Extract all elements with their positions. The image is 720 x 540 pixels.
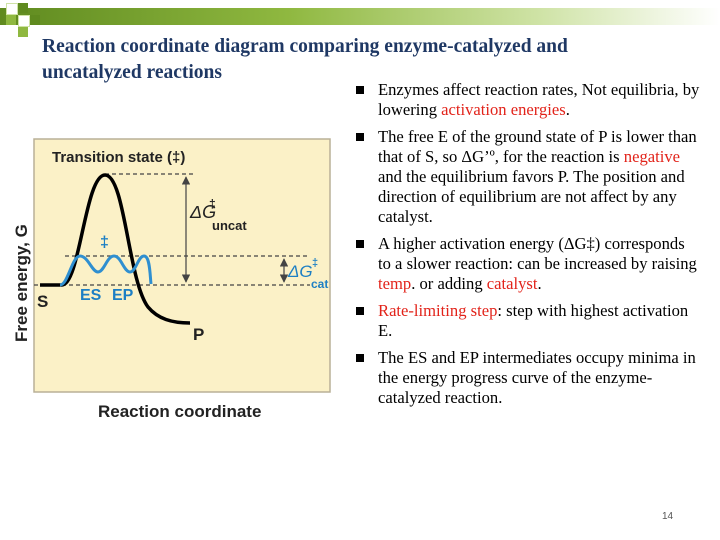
catalyzed-curve xyxy=(59,254,153,287)
dg-uncat-label: ΔG ‡ uncat xyxy=(189,197,247,233)
decorative-squares xyxy=(0,0,48,48)
dg-uncat-main: ΔG xyxy=(189,202,216,222)
bullet-item: Enzymes affect reaction rates, Not equil… xyxy=(356,80,701,120)
bullet-item: The ES and EP intermediates occupy minim… xyxy=(356,348,701,408)
dg-cat-label: ΔG ‡ cat xyxy=(287,257,328,291)
catalyzed-dagger: ‡ xyxy=(100,234,109,251)
s-label: S xyxy=(37,292,48,311)
square xyxy=(6,3,18,15)
transition-state-label: Transition state (‡) xyxy=(52,149,185,166)
bullet-square xyxy=(356,133,364,141)
x-axis-label: Reaction coordinate xyxy=(98,402,261,421)
bullet-text: The free E of the ground state of P is l… xyxy=(378,127,697,226)
y-axis-label: Free energy, G xyxy=(12,224,31,342)
bullet-text: Enzymes affect reaction rates, Not equil… xyxy=(378,80,700,119)
page-number: 14 xyxy=(662,511,674,522)
bullet-text: A higher activation energy (ΔG‡) corresp… xyxy=(378,234,697,293)
dg-uncat-superscript: ‡ xyxy=(209,197,216,211)
dg-cat-superscript: ‡ xyxy=(312,257,318,269)
dg-cat-subscript: cat xyxy=(311,277,328,291)
header-gradient-bar xyxy=(0,8,720,25)
bullet-item: Rate-limiting step: step with highest ac… xyxy=(356,301,701,341)
bullet-square xyxy=(356,240,364,248)
bullet-item: The free E of the ground state of P is l… xyxy=(356,127,701,227)
es-label: ES xyxy=(80,287,102,304)
square xyxy=(30,15,40,25)
slide-title: Reaction coordinate diagram comparing en… xyxy=(42,36,568,83)
diagram-panel xyxy=(33,138,331,393)
bullet-text: Rate-limiting step: step with highest ac… xyxy=(378,301,689,340)
bullet-list: Enzymes affect reaction rates, Not equil… xyxy=(356,80,701,415)
ep-label: EP xyxy=(112,287,134,304)
square xyxy=(18,3,28,13)
bullet-square xyxy=(356,354,364,362)
uncatalyzed-curve xyxy=(40,173,191,325)
square xyxy=(18,15,30,27)
bullet-item: A higher activation energy (ΔG‡) corresp… xyxy=(356,234,701,294)
square xyxy=(6,15,16,25)
bullet-square xyxy=(356,86,364,94)
reaction-coordinate-diagram: Free energy, G Reaction coordinate Trans… xyxy=(12,138,331,421)
p-label: P xyxy=(193,325,204,344)
bullet-text: The ES and EP intermediates occupy minim… xyxy=(378,348,696,407)
dg-cat-main: ΔG xyxy=(287,262,313,281)
dg-uncat-subscript: uncat xyxy=(212,218,247,233)
bullet-square xyxy=(356,307,364,315)
square xyxy=(18,27,28,37)
